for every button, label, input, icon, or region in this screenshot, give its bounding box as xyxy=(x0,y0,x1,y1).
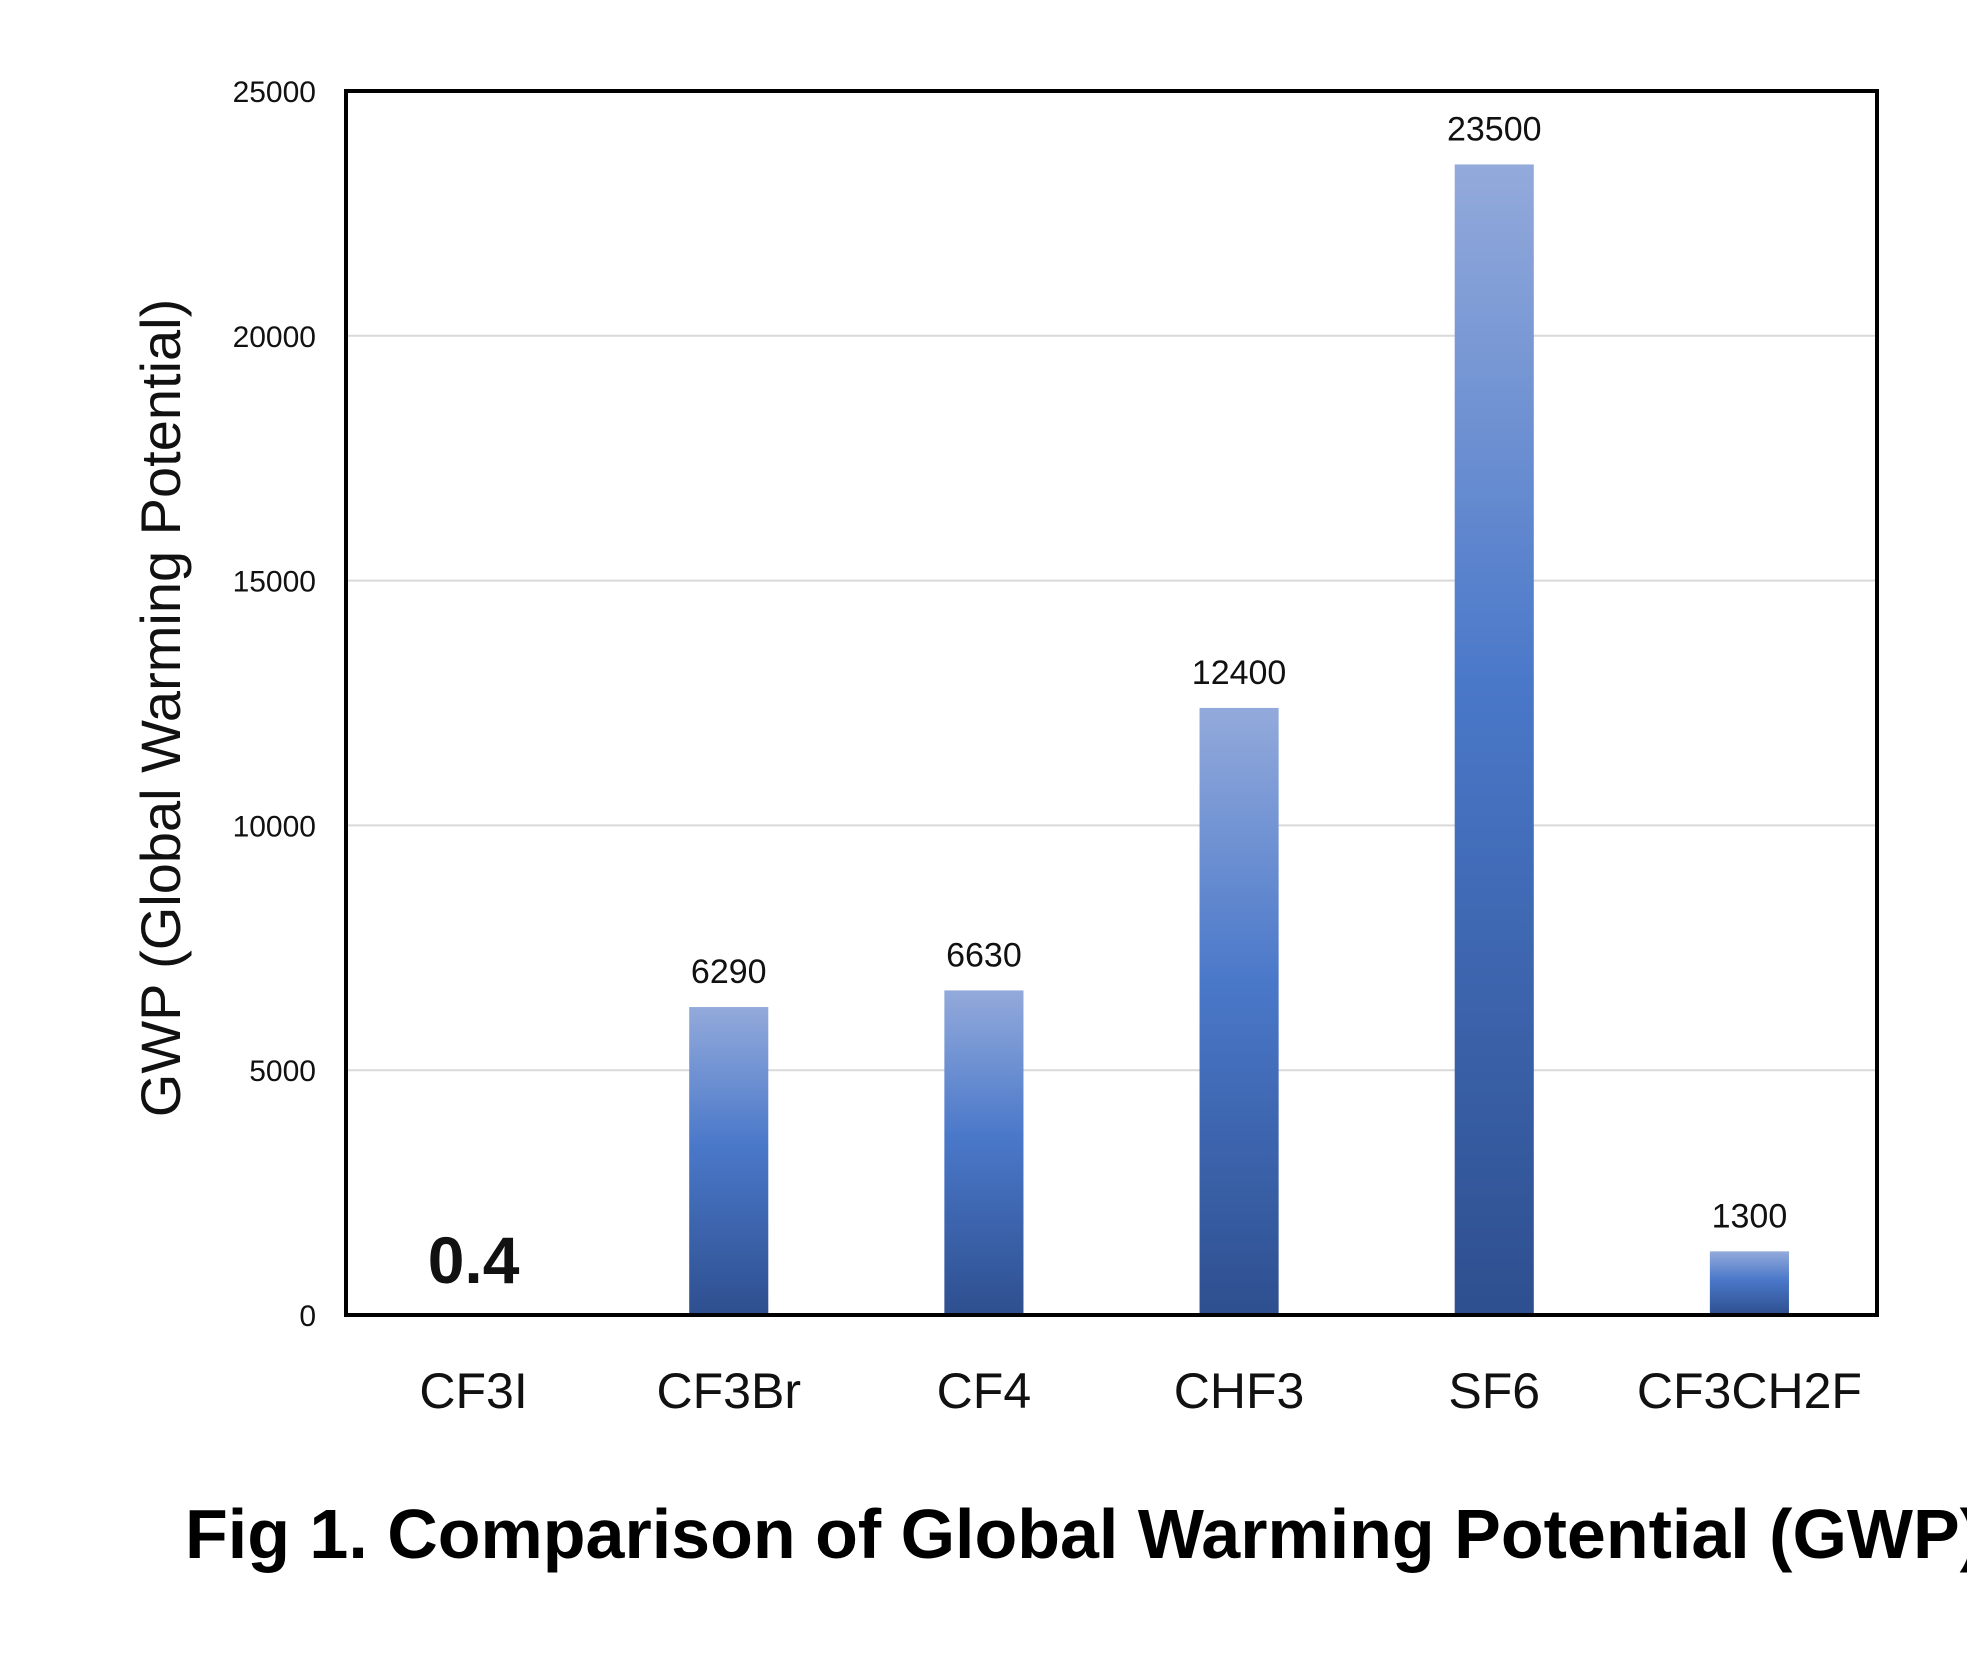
data-label-sf6: 23500 xyxy=(1447,110,1542,148)
x-axis-categories: CF3I CF3Br CF4 CHF3 SF6 CF3CH2F xyxy=(419,1363,1862,1419)
x-category-label: CF4 xyxy=(937,1363,1031,1419)
y-tick-label: 15000 xyxy=(233,566,316,599)
x-category-label: CF3I xyxy=(419,1363,527,1419)
data-labels: 0.4 6290 6630 12400 23500 1300 xyxy=(428,110,1788,1297)
plot-area-frame xyxy=(344,89,1879,1317)
data-label-cf3i: 0.4 xyxy=(428,1223,520,1297)
figure-caption: Fig 1. Comparison of Global Warming Pote… xyxy=(185,1495,1967,1573)
bar-cf4 xyxy=(944,990,1024,1315)
bar-chf3 xyxy=(1199,707,1279,1315)
data-label-chf3: 12400 xyxy=(1192,654,1287,692)
y-tick-label: 20000 xyxy=(233,321,316,354)
bar-cf3ch2f xyxy=(1709,1251,1789,1315)
x-category-label: CF3Br xyxy=(657,1363,801,1419)
x-category-label: CF3CH2F xyxy=(1637,1363,1862,1419)
y-axis-title: GWP (Global Warming Potential) xyxy=(129,299,192,1117)
bar-cf3br xyxy=(689,1007,769,1315)
y-tick-label: 10000 xyxy=(233,810,316,843)
y-axis-ticks: 0 5000 10000 15000 20000 25000 xyxy=(233,76,316,1333)
bar-sf6 xyxy=(1454,164,1534,1316)
data-label-cf3br: 6290 xyxy=(691,953,767,991)
data-label-cf3ch2f: 1300 xyxy=(1712,1197,1788,1235)
gridlines xyxy=(346,334,1877,1072)
bars xyxy=(689,164,1789,1316)
y-tick-label: 5000 xyxy=(249,1055,316,1088)
y-tick-label: 0 xyxy=(299,1300,316,1333)
y-tick-label: 25000 xyxy=(233,76,316,109)
x-category-label: CHF3 xyxy=(1174,1363,1305,1419)
data-label-cf4: 6630 xyxy=(946,936,1022,974)
x-category-label: SF6 xyxy=(1448,1363,1540,1419)
